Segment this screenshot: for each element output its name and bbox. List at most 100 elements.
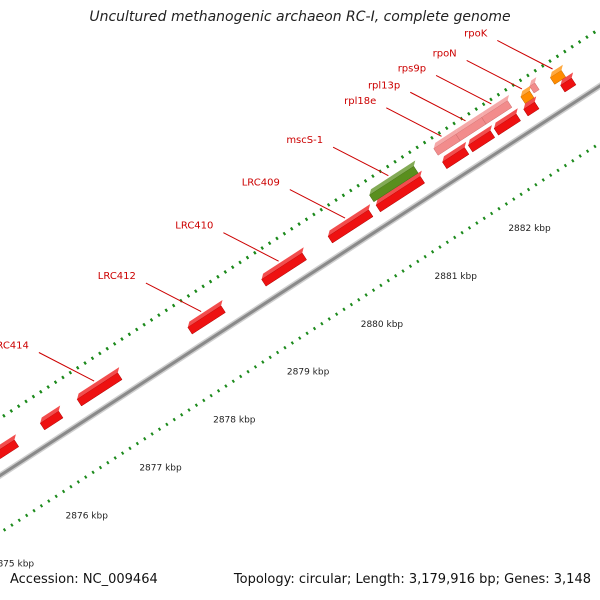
minor-tick <box>489 97 493 102</box>
minor-tick <box>127 332 132 337</box>
minor-tick <box>290 341 295 345</box>
minor-tick <box>231 379 235 384</box>
minor-tick <box>512 197 516 201</box>
minor-tick <box>504 202 509 206</box>
minor-tick <box>592 30 596 35</box>
minor-tick <box>76 480 80 484</box>
gene-arrow-top <box>433 128 458 149</box>
minor-tick <box>120 451 125 455</box>
minor-tick <box>106 460 110 465</box>
minor-tick <box>142 322 146 327</box>
minor-tick <box>253 251 257 255</box>
minor-tick <box>224 384 228 388</box>
minor-tick <box>549 173 553 177</box>
minor-tick <box>518 78 523 83</box>
minor-tick <box>371 174 375 178</box>
minor-tick <box>416 259 420 264</box>
minor-tick <box>489 211 494 216</box>
minor-tick <box>186 294 191 298</box>
scale-tick-label: 2882 kbp <box>508 224 551 234</box>
minor-tick <box>172 417 176 422</box>
minor-tick <box>113 456 117 460</box>
gene-layer <box>0 64 577 460</box>
scale-tick-label: 2876 kbp <box>66 511 109 521</box>
map-title: Uncultured methanogenic archaeon RC-I, c… <box>89 9 511 25</box>
minor-tick <box>164 308 168 313</box>
minor-tick <box>585 35 589 39</box>
gene-arrow-top <box>560 72 574 86</box>
minor-tick <box>157 427 162 431</box>
gene-label[interactable]: LRC414 <box>0 341 29 352</box>
minor-tick <box>445 126 449 130</box>
minor-tick <box>128 446 132 451</box>
minor-tick <box>32 508 36 513</box>
gene-label[interactable]: rpl18e <box>344 96 376 107</box>
scale-tick-label: 2879 kbp <box>287 368 330 378</box>
minor-tick <box>408 264 413 269</box>
gene-label[interactable]: LRC409 <box>242 178 280 189</box>
minor-tick <box>54 494 58 499</box>
minor-tick <box>319 207 323 212</box>
minor-tick <box>69 484 73 489</box>
minor-tick <box>312 326 317 331</box>
minor-tick <box>482 216 486 221</box>
gene-label-leader <box>289 189 346 219</box>
minor-tick <box>467 112 471 116</box>
minor-tick <box>342 307 346 312</box>
gene-label[interactable]: LRC410 <box>175 221 213 232</box>
minor-tick <box>90 356 95 361</box>
minor-tick <box>165 422 169 427</box>
gene-label[interactable]: rpl13p <box>368 80 400 91</box>
minor-tick <box>371 288 376 292</box>
minor-tick <box>304 217 309 222</box>
minor-tick <box>327 317 331 321</box>
minor-tick <box>297 222 301 226</box>
minor-tick <box>187 408 191 412</box>
minor-tick <box>526 73 530 78</box>
minor-tick <box>98 465 103 470</box>
gene-arrow-top <box>328 204 371 237</box>
minor-tick <box>541 64 545 68</box>
minor-tick <box>61 375 65 380</box>
minor-tick <box>363 179 368 183</box>
gene-label[interactable]: rpoK <box>464 28 488 39</box>
minor-tick <box>349 302 354 307</box>
minor-tick <box>267 241 272 246</box>
gene-label-leader <box>38 352 95 382</box>
gene-label[interactable]: rpoN <box>433 48 457 59</box>
minor-tick <box>171 303 176 308</box>
gene-arrow-top <box>468 125 492 146</box>
minor-tick <box>68 370 72 375</box>
gene-label[interactable]: rps9p <box>398 63 426 74</box>
scale-tick-label: 2880 kbp <box>361 320 404 330</box>
minor-tick <box>39 504 44 508</box>
minor-tick <box>245 255 250 260</box>
minor-tick <box>282 231 287 236</box>
minor-tick <box>474 107 478 111</box>
minor-tick <box>150 432 154 436</box>
minor-tick <box>238 260 242 265</box>
scale-tick-label: 2881 kbp <box>435 272 478 282</box>
minor-tick <box>283 345 287 350</box>
gene-arrow-top <box>523 96 537 110</box>
minor-tick <box>135 441 140 446</box>
minor-tick <box>120 337 124 341</box>
gene-label[interactable]: mscS-1 <box>286 135 323 146</box>
minor-tick <box>593 144 597 149</box>
minor-tick <box>275 236 279 241</box>
gene-label[interactable]: LRC412 <box>98 271 136 282</box>
minor-tick <box>585 149 590 153</box>
minor-tick <box>430 135 434 140</box>
gene-arrow-top <box>550 64 563 78</box>
gene-label-layer: 2875 kbp 2876 kbp 2877 kbp 2878 kbp 2879 kbp… <box>0 28 553 569</box>
genome-backbone <box>0 84 600 478</box>
minor-tick <box>25 513 29 518</box>
minor-tick <box>341 193 346 198</box>
minor-tick <box>290 227 294 231</box>
minor-tick <box>17 518 21 523</box>
minor-tick <box>422 140 427 145</box>
gene-arrow-top <box>0 434 16 450</box>
accession-text: Accession: NC_009464 <box>10 572 158 587</box>
minor-tick <box>386 278 390 283</box>
